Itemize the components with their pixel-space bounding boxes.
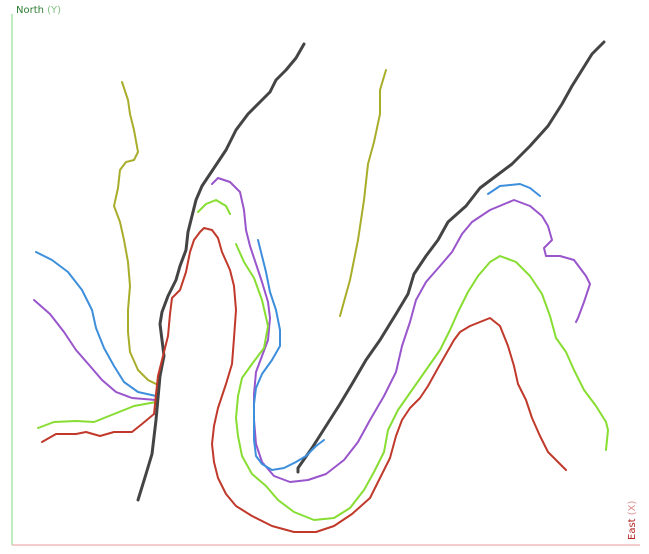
north-axis-name: North (16, 5, 44, 16)
blue-right-short (487, 183, 541, 197)
east-axis-name: East (627, 518, 638, 540)
north-axis-suffix: (Y) (47, 5, 62, 16)
east-axis-label: East (X) (627, 501, 638, 540)
olive-left (113, 81, 157, 385)
east-axis-suffix: (X) (627, 500, 638, 516)
purple-left (33, 299, 157, 401)
blue-middle (253, 239, 325, 471)
red-left (41, 413, 155, 443)
green-main (197, 199, 609, 521)
red-main (153, 227, 567, 533)
north-axis-label: North (Y) (16, 5, 61, 16)
blue-left (35, 251, 157, 397)
black-ridge-right (296, 40, 606, 474)
black-ridge-left (136, 42, 306, 502)
olive-right (339, 69, 387, 317)
purple-main (211, 177, 591, 483)
green-left (37, 401, 157, 429)
